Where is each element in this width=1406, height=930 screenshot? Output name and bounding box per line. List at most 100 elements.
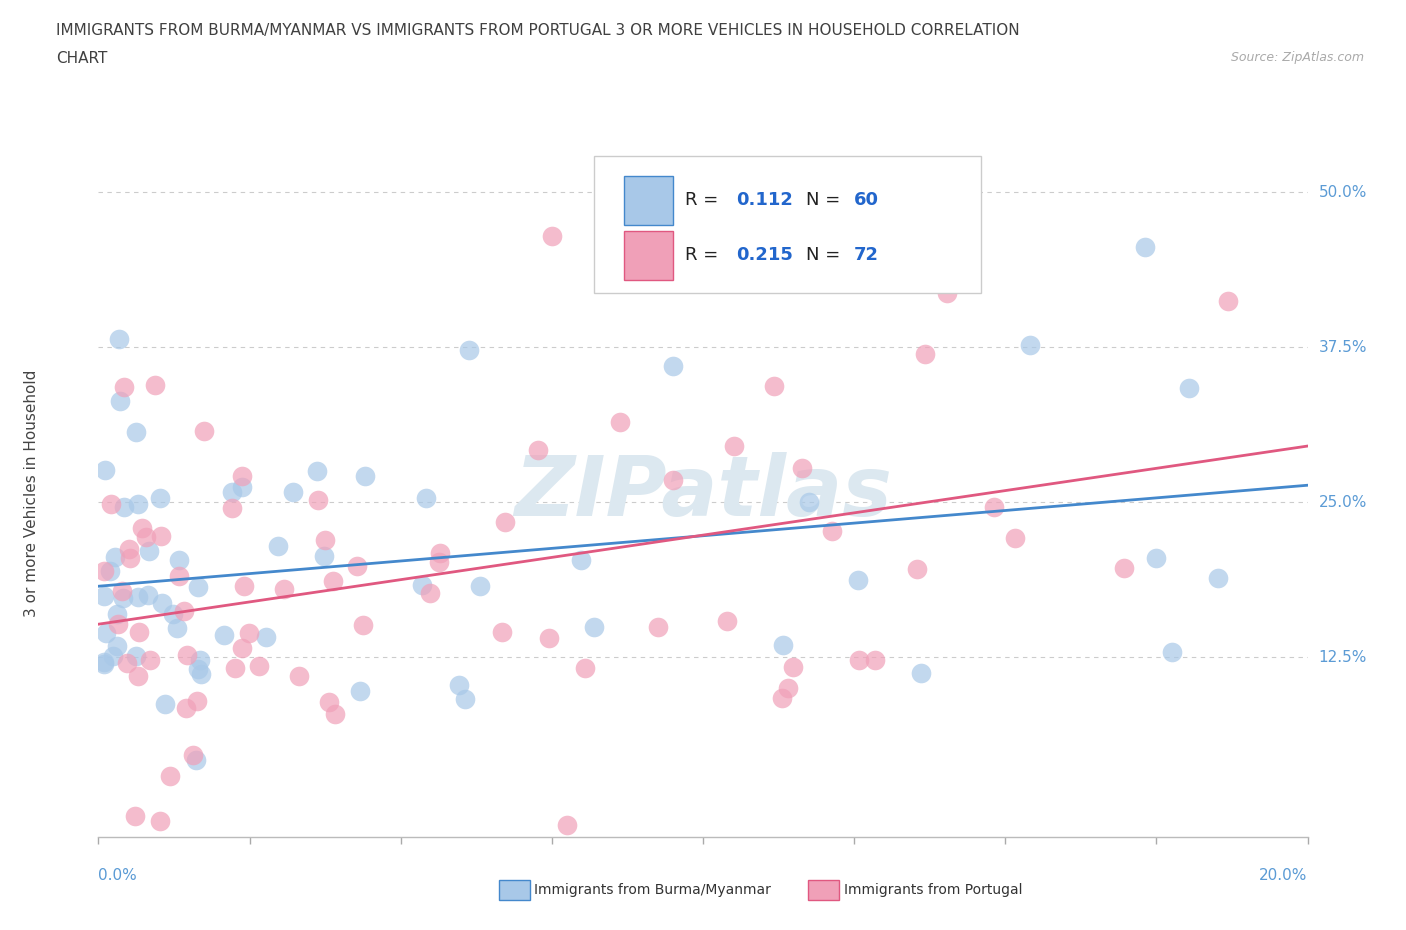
Point [346,558,368,573]
Point [93,657,115,671]
Point [1018,337,1040,352]
Point [273,581,295,596]
Bar [624,232,672,280]
Point [110,394,132,409]
Point [352,618,374,632]
Point [782,659,804,674]
Point [821,524,844,538]
Point [94,625,117,640]
Point [661,472,683,487]
Point [221,485,243,499]
Point [135,529,157,544]
Point [716,613,738,628]
Point [187,662,209,677]
Point [124,809,146,824]
Point [190,667,212,682]
Point [139,652,162,667]
Point [149,814,172,829]
Point [181,748,204,763]
Point [427,555,450,570]
Point [288,668,311,683]
Point [569,552,592,567]
Text: 25.0%: 25.0% [1319,495,1367,510]
Point [125,648,148,663]
Text: CHART: CHART [56,51,108,66]
Point [107,617,129,631]
Text: 50.0%: 50.0% [1319,185,1367,200]
Point [173,604,195,618]
Text: 20.0%: 20.0% [1260,868,1308,883]
Point [176,700,198,715]
Text: IMMIGRANTS FROM BURMA/MYANMAR VS IMMIGRANTS FROM PORTUGAL 3 OR MORE VEHICLES IN : IMMIGRANTS FROM BURMA/MYANMAR VS IMMIGRA… [56,23,1019,38]
Point [1177,380,1199,395]
Point [231,480,253,495]
Point [910,665,932,680]
Point [1112,561,1135,576]
Text: 72: 72 [855,246,879,264]
Text: 3 or more Vehicles in Household: 3 or more Vehicles in Household [24,369,39,617]
Point [127,669,149,684]
Point [186,694,208,709]
Point [212,627,235,642]
Point [105,639,128,654]
Point [111,583,134,598]
Point [647,619,669,634]
Text: Immigrants from Burma/Myanmar: Immigrants from Burma/Myanmar [534,883,770,897]
Text: 0.0%: 0.0% [98,868,138,883]
Point [468,578,491,593]
Point [150,595,173,610]
Point [153,697,176,711]
Point [307,493,329,508]
Point [187,579,209,594]
Point [118,551,141,565]
Text: 37.5%: 37.5% [1319,339,1367,354]
Point [231,641,253,656]
Point [1144,551,1167,565]
Point [100,497,122,512]
Point [772,638,794,653]
Point [136,588,159,603]
Point [281,485,304,499]
Point [723,439,745,454]
Point [527,443,550,458]
Point [167,568,190,583]
Point [1004,530,1026,545]
Point [1206,571,1229,586]
Point [904,241,927,256]
Point [411,578,433,592]
Point [419,586,441,601]
Point [1135,240,1157,255]
Point [159,769,181,784]
Point [447,678,470,693]
Point [307,463,329,478]
Point [193,423,215,438]
Point [935,286,957,300]
Point [323,707,346,722]
Point [162,607,184,622]
Point [322,573,344,588]
Text: 0.112: 0.112 [735,192,793,209]
Bar [624,177,672,224]
Point [101,648,124,663]
Text: ZIPatlas: ZIPatlas [515,452,891,534]
Point [143,378,166,392]
Point [770,690,793,705]
Point [117,542,139,557]
Point [149,491,172,506]
Point [166,620,188,635]
Point [93,654,115,669]
Point [429,546,451,561]
Text: 12.5%: 12.5% [1319,650,1367,665]
Point [125,425,148,440]
Point [1160,644,1182,659]
Point [111,591,134,605]
Point [914,347,936,362]
Point [790,461,813,476]
Text: 0.215: 0.215 [735,246,793,264]
Point [188,653,211,668]
Point [661,358,683,373]
Point [797,495,820,510]
Point [138,543,160,558]
Point [247,658,270,673]
Point [557,817,579,832]
